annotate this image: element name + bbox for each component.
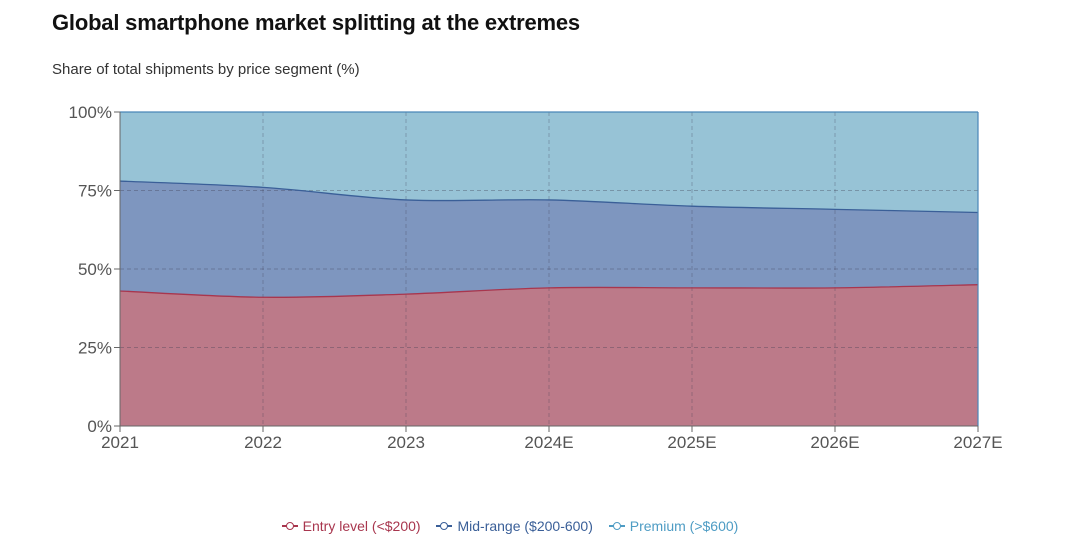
legend-label-mid: Mid-range ($200-600) xyxy=(457,518,593,534)
area-layers xyxy=(120,112,978,426)
x-tick-labels: 2021 2022 2023 2024E 2025E 2026E 2027E xyxy=(101,426,1003,452)
x-tick-label: 2027E xyxy=(953,433,1002,452)
mid-marker-icon xyxy=(436,521,453,531)
entry-marker-icon xyxy=(281,521,298,531)
y-tick-label: 75% xyxy=(78,182,112,201)
legend-item-premium[interactable]: Premium (>$600) xyxy=(608,518,739,534)
x-tick-label: 2021 xyxy=(101,433,139,452)
chart-title: Global smartphone market splitting at th… xyxy=(52,10,580,35)
series-lines xyxy=(119,180,979,298)
area-premium[interactable] xyxy=(120,112,978,213)
gridlines xyxy=(120,112,978,426)
y-tick-label: 0% xyxy=(87,417,112,436)
y-tick-labels: 0% 25% 50% 75% 100% xyxy=(69,103,120,436)
area-entry[interactable] xyxy=(120,284,978,426)
legend-label-entry: Entry level (<$200) xyxy=(302,518,421,534)
line-mid xyxy=(119,180,979,214)
x-tick-label: 2022 xyxy=(244,433,282,452)
legend-item-entry[interactable]: Entry level (<$200) xyxy=(281,518,421,534)
x-tick-label: 2025E xyxy=(667,433,716,452)
x-tick-label: 2024E xyxy=(524,433,573,452)
legend-label-premium: Premium (>$600) xyxy=(629,518,739,534)
y-tick-label: 100% xyxy=(69,103,112,122)
legend: Entry level (<$200) Mid-range ($200-600)… xyxy=(0,518,1020,534)
legend-item-mid[interactable]: Mid-range ($200-600) xyxy=(436,518,593,534)
area-mid[interactable] xyxy=(120,181,978,298)
y-tick-label: 50% xyxy=(78,260,112,279)
x-tick-label: 2023 xyxy=(387,433,425,452)
x-tick-label: 2026E xyxy=(810,433,859,452)
line-entry xyxy=(119,284,979,298)
premium-marker-icon xyxy=(608,521,625,531)
chart-subtitle: Share of total shipments by price segmen… xyxy=(52,61,360,78)
y-tick-label: 25% xyxy=(78,339,112,358)
